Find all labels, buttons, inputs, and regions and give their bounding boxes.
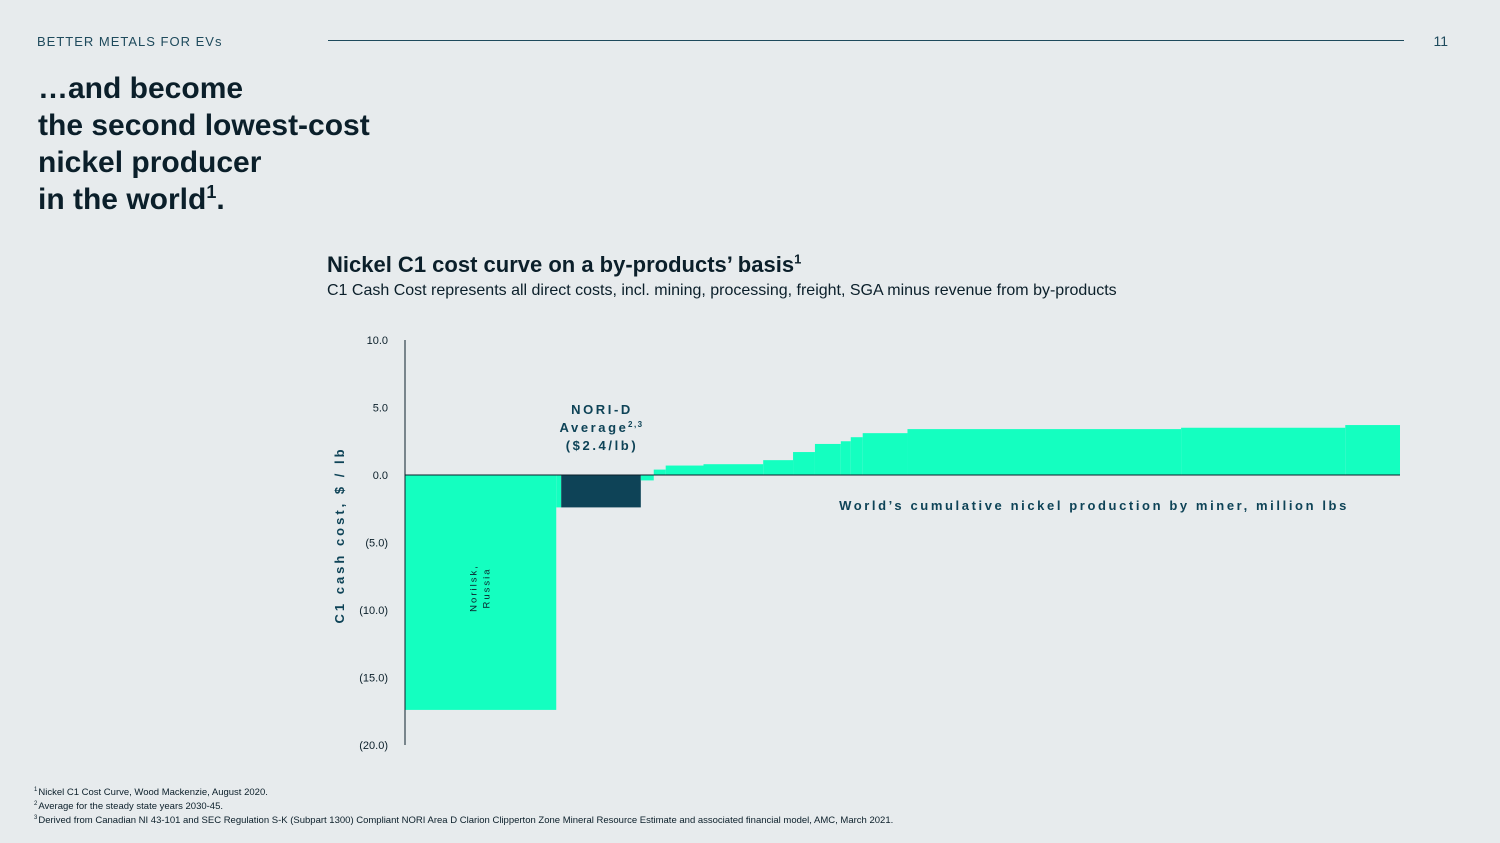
y-tick-label: 10.0 [367,335,388,347]
headline-line-4-text: in the world [38,183,207,216]
miner-label: Russia [482,567,493,608]
nori-label-average: Average [559,420,628,435]
miner-bar [907,429,1182,475]
y-tick-label: (20.0) [359,740,388,752]
y-tick-label: (15.0) [359,673,388,685]
headline-line-3: nickel producer [38,146,262,179]
footnote-1-text: Nickel C1 Cost Curve, Wood Mackenzie, Au… [38,787,268,798]
chart-subtitle: C1 Cash Cost represents all direct costs… [327,282,1117,299]
y-tick-label: (5.0) [365,538,388,550]
miner-bar [1345,425,1400,475]
miner-bar [556,475,562,508]
footnote-1: 1Nickel C1 Cost Curve, Wood Mackenzie, A… [34,786,893,800]
nori-d-bar [561,475,641,508]
x-axis-title: World’s cumulative nickel production by … [839,498,1349,513]
miner-bar [814,443,841,475]
headline-line-1: …and become [38,72,244,105]
miner-bar [665,465,704,475]
nori-label-footnote-ref: 2,3 [628,420,644,429]
footnote-2-number: 2 [34,800,38,807]
miner-bar [640,475,654,481]
headline-footnote-ref: 1 [206,182,217,202]
footnote-1-number: 1 [34,786,38,793]
miner-bar [850,437,863,475]
footnote-2-text: Average for the steady state years 2030-… [38,801,224,812]
section-label: BETTER METALS FOR EVs [37,34,223,49]
miner-bar [862,433,908,475]
miner-bar [653,469,666,475]
headline-period: . [216,183,225,216]
miner-bar [405,475,557,710]
y-tick-label: (10.0) [359,605,388,617]
miner-bar [703,464,764,475]
y-axis-title: C1 cash cost, $ / lb [332,446,347,623]
headline-line-2: the second lowest-cost [38,109,370,142]
chart-title: Nickel C1 cost curve on a by-products’ b… [327,252,801,278]
miner-bar [840,441,851,475]
page-headline: …and become the second lowest-cost nicke… [38,70,370,218]
miner-label: Norilsk, [469,564,480,612]
footnote-3: 3Derived from Canadian NI 43-101 and SEC… [34,814,893,828]
y-tick-label: 5.0 [373,403,388,415]
header-divider [328,40,1404,41]
nori-label-name: NORI-D [571,402,633,417]
footnote-3-text: Derived from Canadian NI 43-101 and SEC … [38,815,894,826]
chart-title-footnote-ref: 1 [794,251,802,267]
chart-title-text: Nickel C1 cost curve on a by-products’ b… [327,252,795,277]
miner-bar [763,460,794,475]
nori-label-price: ($2.4/lb) [566,438,639,453]
footnote-3-number: 3 [34,814,38,821]
y-tick-label: 0.0 [373,470,388,482]
headline-line-4: in the world1. [38,181,370,218]
miner-bar [793,452,815,475]
footnote-2: 2Average for the steady state years 2030… [34,800,893,814]
footnotes: 1Nickel C1 Cost Curve, Wood Mackenzie, A… [34,786,893,828]
page-number: 11 [1433,33,1448,49]
miner-bar [1181,427,1346,475]
